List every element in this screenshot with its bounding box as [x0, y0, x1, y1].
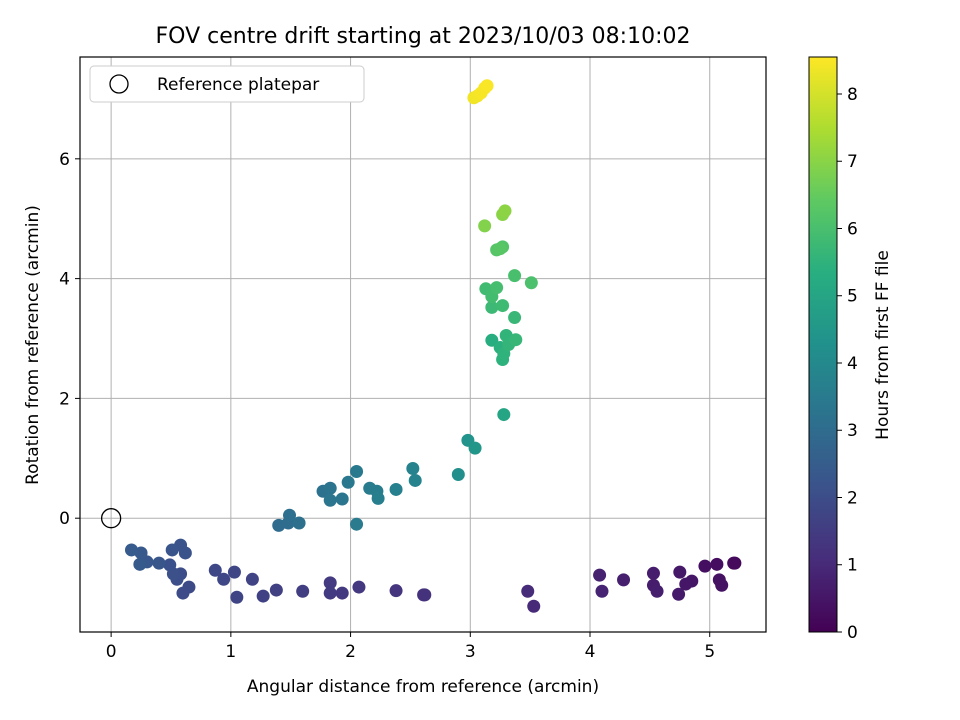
- legend-reference-marker: [109, 74, 129, 94]
- x-tick-label: 1: [225, 642, 236, 662]
- data-point: [323, 493, 337, 507]
- data-point: [679, 577, 693, 591]
- x-tick-label: 4: [585, 642, 596, 662]
- data-point: [292, 516, 306, 530]
- data-point: [508, 311, 522, 325]
- data-point: [165, 543, 179, 557]
- data-point: [496, 299, 510, 313]
- data-point: [227, 565, 241, 579]
- y-axis-label: Rotation from reference (arcmin): [23, 205, 43, 485]
- data-point: [451, 467, 465, 481]
- plot-frame: [79, 56, 767, 633]
- colorbar: 0 1 2 3 4 5 6 7 8 Hours from first FF file: [808, 56, 893, 643]
- y-tick-label: 2: [59, 389, 70, 409]
- colorbar-ticks: 0 1 2 3 4 5 6 7 8: [837, 85, 858, 643]
- colorbar-tick-label: 7: [847, 152, 858, 172]
- data-point: [217, 572, 231, 586]
- data-point: [673, 565, 687, 579]
- data-point: [478, 219, 492, 233]
- data-point: [335, 492, 349, 506]
- colorbar-tick-label: 2: [847, 488, 858, 508]
- data-point: [323, 586, 337, 600]
- x-tick-label: 2: [345, 642, 356, 662]
- data-point: [350, 464, 364, 478]
- data-point: [485, 300, 499, 314]
- data-point: [341, 475, 355, 489]
- data-point: [490, 281, 504, 295]
- data-point: [133, 557, 147, 571]
- colorbar-tick-label: 6: [847, 219, 858, 239]
- data-point: [698, 559, 712, 573]
- data-point: [508, 269, 522, 283]
- x-axis-label: Angular distance from reference (arcmin): [247, 677, 599, 697]
- data-point: [595, 584, 609, 598]
- colorbar-tick-label: 8: [847, 85, 858, 105]
- data-point: [230, 590, 244, 604]
- data-point: [245, 572, 259, 586]
- data-point: [406, 461, 420, 475]
- data-point: [710, 557, 724, 571]
- y-tick-label: 4: [59, 270, 70, 290]
- data-point: [352, 580, 366, 594]
- colorbar-tick-label: 5: [847, 287, 858, 307]
- data-point: [408, 473, 422, 487]
- data-point: [617, 573, 631, 587]
- x-tick-label: 5: [704, 642, 715, 662]
- data-point: [527, 599, 541, 613]
- y-tick-label: 6: [59, 150, 70, 170]
- data-point: [727, 556, 741, 570]
- data-point: [256, 589, 270, 603]
- data-point: [468, 441, 482, 455]
- colorbar-label: Hours from first FF file: [873, 250, 893, 440]
- data-point: [389, 584, 403, 598]
- legend-box: [89, 65, 365, 103]
- x-tick-label: 0: [106, 642, 117, 662]
- colorbar-tick-label: 4: [847, 354, 858, 374]
- data-point: [593, 568, 607, 582]
- data-point: [152, 556, 166, 570]
- data-point: [208, 563, 222, 577]
- data-point: [371, 491, 385, 505]
- data-point: [417, 588, 431, 602]
- data-points: [100, 79, 742, 613]
- data-point: [350, 517, 364, 531]
- data-point: [498, 204, 512, 218]
- data-point: [124, 543, 138, 557]
- data-point: [323, 481, 337, 495]
- colorbar-tick-label: 0: [847, 623, 858, 643]
- data-point: [480, 79, 494, 93]
- data-point: [389, 482, 403, 496]
- y-axis-ticks: 0 2 4 6: [59, 150, 80, 529]
- data-point: [493, 242, 507, 256]
- legend: Reference platepar: [89, 65, 365, 103]
- data-point: [323, 576, 337, 590]
- grid-lines: [80, 57, 766, 632]
- data-point: [296, 584, 310, 598]
- legend-label: Reference platepar: [157, 75, 319, 95]
- data-point: [509, 333, 523, 347]
- data-point: [646, 566, 660, 580]
- colorbar-gradient: [808, 56, 838, 633]
- data-point: [715, 578, 729, 592]
- x-axis-ticks: 0 1 2 3 4 5: [106, 632, 715, 662]
- data-point: [176, 586, 190, 600]
- y-tick-label: 0: [59, 509, 70, 529]
- data-point: [650, 584, 664, 598]
- data-point: [269, 583, 283, 597]
- data-point: [335, 586, 349, 600]
- colorbar-tick-label: 3: [847, 421, 858, 441]
- data-point: [283, 508, 297, 522]
- chart-title: FOV centre drift starting at 2023/10/03 …: [156, 24, 691, 49]
- reference-platepar-marker: [100, 508, 122, 529]
- colorbar-tick-label: 1: [847, 556, 858, 576]
- data-point: [497, 408, 511, 422]
- data-point: [163, 558, 177, 572]
- data-point: [672, 587, 686, 601]
- data-point: [524, 276, 538, 290]
- x-tick-label: 3: [465, 642, 476, 662]
- data-point: [521, 584, 535, 598]
